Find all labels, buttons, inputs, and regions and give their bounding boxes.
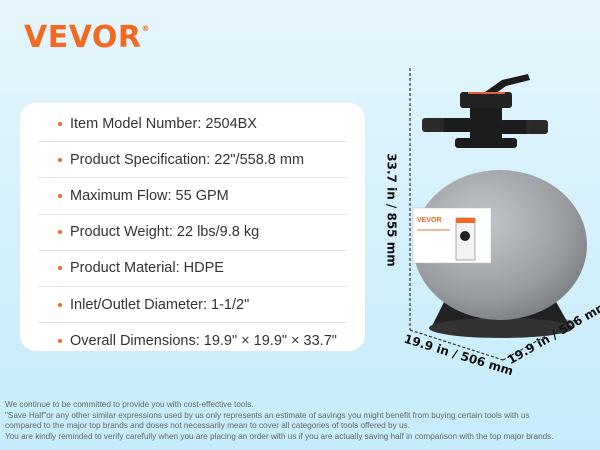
disclaimer-line: "Save Half"or any other similar expressi… <box>5 410 530 420</box>
disclaimer-line: We continue to be committed to provide y… <box>5 400 254 409</box>
spec-row: Overall Dimensions: 19.9" × 19.9" × 33.7… <box>38 323 347 358</box>
disclaimer-line: compared to the major top brands and dos… <box>5 421 410 431</box>
valve-handle <box>485 74 530 96</box>
multiport-valve <box>470 100 502 142</box>
spec-row: Inlet/Outlet Diameter: 1-1/2" <box>38 287 347 324</box>
disclaimer-line: You are kindly reminded to verify carefu… <box>5 431 554 441</box>
bullet-icon <box>58 338 62 343</box>
bullet-icon <box>58 121 62 126</box>
spec-text: Product Specification: 22"/558.8 mm <box>70 151 305 168</box>
spec-card: Item Model Number: 2504BX Product Specif… <box>20 103 365 351</box>
spec-row: Item Model Number: 2504BX <box>38 106 347 143</box>
spec-text: Item Model Number: 2504BX <box>70 115 257 132</box>
label-brand: VEVOR <box>417 217 442 224</box>
spec-text: Overall Dimensions: 19.9" × 19.9" × 33.7… <box>70 332 337 349</box>
spec-text: Inlet/Outlet Diameter: 1-1/2" <box>70 296 250 313</box>
bullet-icon <box>58 302 62 307</box>
bullet-icon <box>58 157 62 162</box>
bullet-icon <box>58 193 62 198</box>
spec-row: Product Weight: 22 lbs/9.8 kg <box>38 215 347 251</box>
spec-row: Product Material: HDPE <box>38 251 347 287</box>
spec-text: Maximum Flow: 55 GPM <box>70 187 229 204</box>
bullet-icon <box>58 266 62 271</box>
vevor-logo: VEVOR® <box>24 20 150 55</box>
height-dimension: 33.7 in / 855 mm <box>384 153 399 267</box>
bullet-icon <box>58 230 62 235</box>
trademark: ® <box>141 24 151 33</box>
warning-label <box>412 207 492 264</box>
spec-row: Maximum Flow: 55 GPM <box>38 178 347 215</box>
spec-text: Product Material: HDPE <box>70 260 224 277</box>
filter-tank <box>413 170 587 320</box>
spec-row: Product Specification: 22"/558.8 mm <box>38 142 347 179</box>
spec-text: Product Weight: 22 lbs/9.8 kg <box>70 224 260 241</box>
disclaimer: We continue to be committed to provide y… <box>5 400 554 442</box>
logo-text: VEVOR <box>24 20 142 55</box>
